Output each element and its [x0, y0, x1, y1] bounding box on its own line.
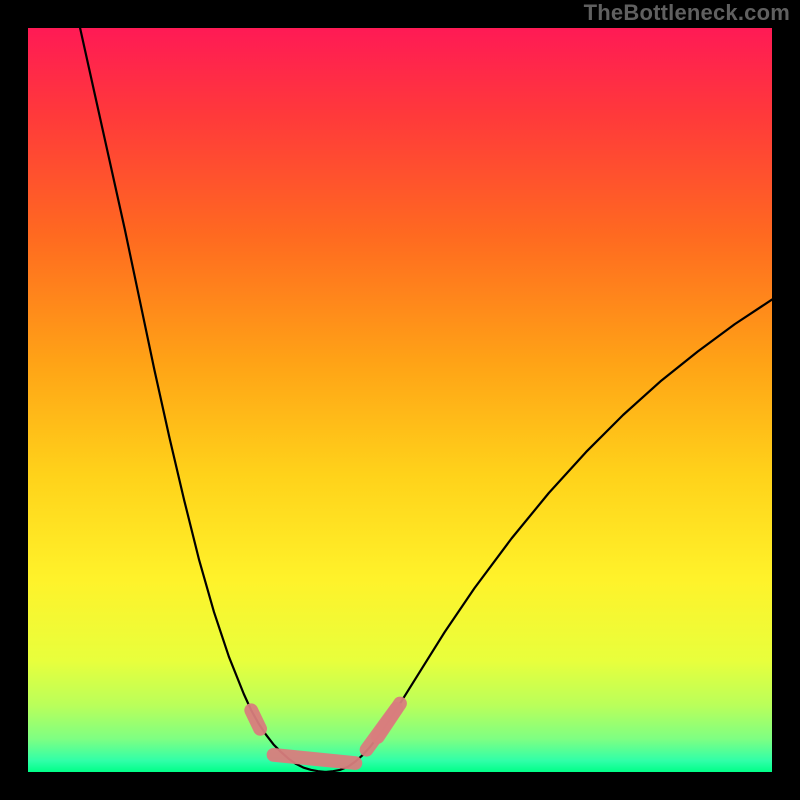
highlight-segment [274, 755, 356, 763]
watermark-label: TheBottleneck.com [584, 0, 790, 26]
chart-frame: TheBottleneck.com [0, 0, 800, 800]
gradient-background [28, 28, 772, 772]
highlight-segment [251, 710, 260, 729]
plot-area [28, 28, 772, 772]
chart-svg [28, 28, 772, 772]
